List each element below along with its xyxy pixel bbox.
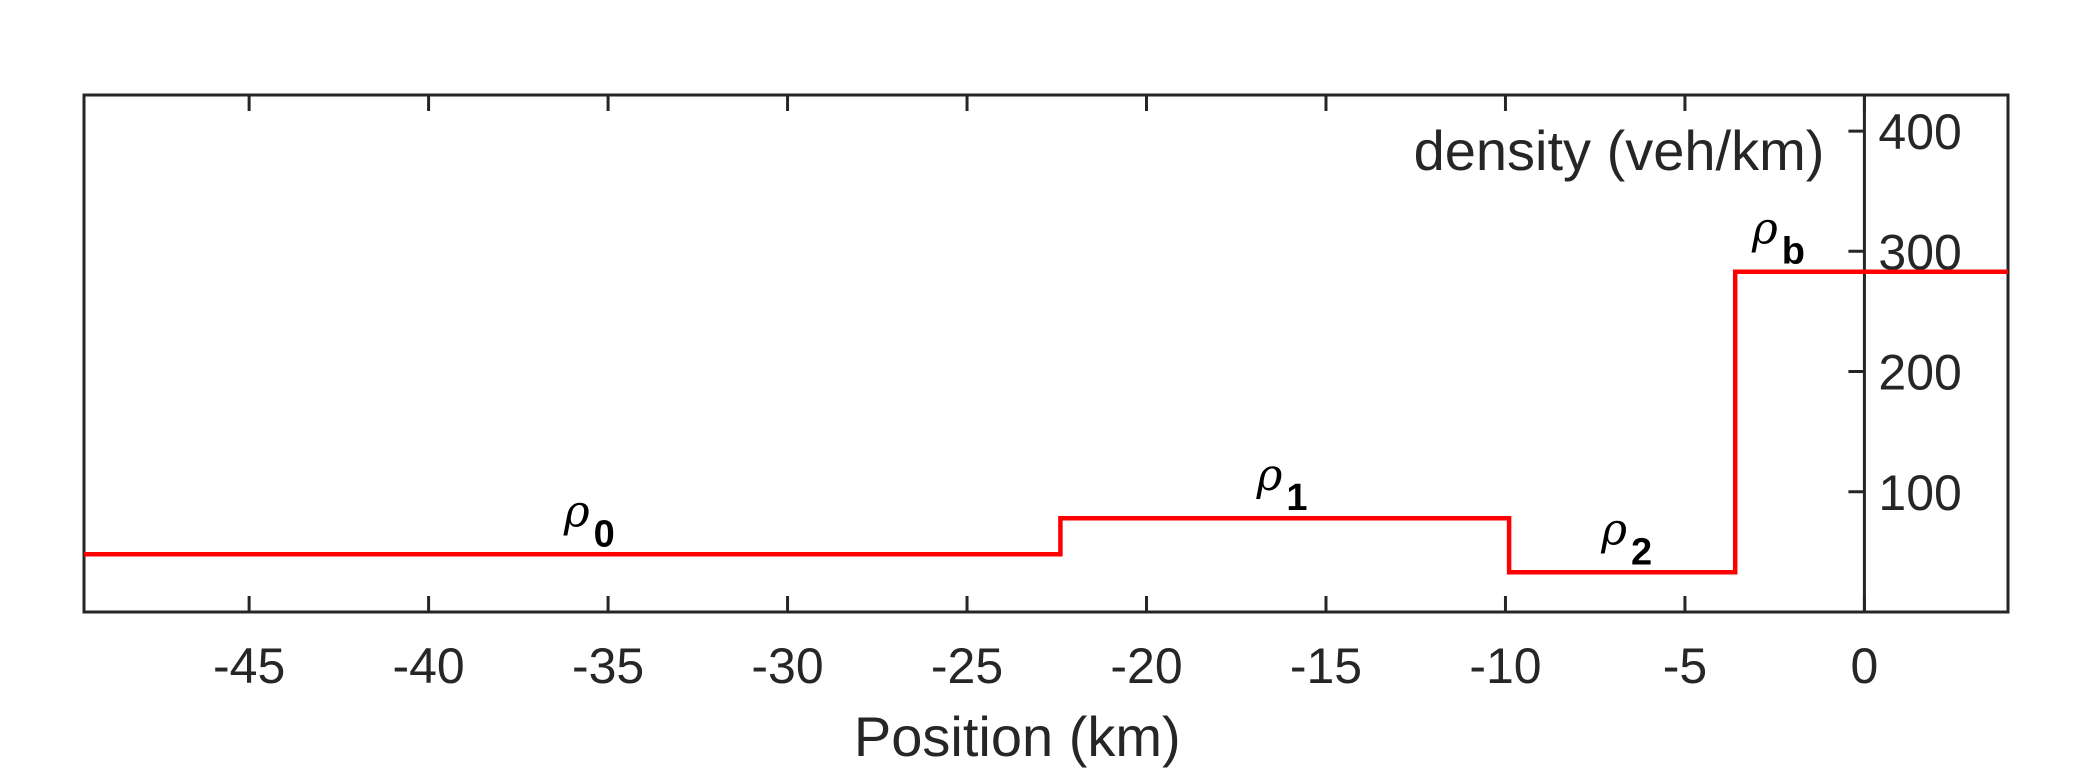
- x-tick-label: -5: [1663, 638, 1707, 694]
- rho-subscript: b: [1782, 231, 1805, 273]
- plot-frame: [82, 93, 2010, 614]
- rho-symbol: ρ: [563, 486, 590, 537]
- y-tick-label: 400: [1878, 104, 1961, 160]
- y-axis-label: density (veh/km): [1414, 119, 1825, 182]
- y-tick-label: 100: [1878, 465, 1961, 521]
- x-tick-label: 0: [1851, 638, 1879, 694]
- x-tick-label: -40: [392, 638, 464, 694]
- rho-subscript: 0: [594, 513, 615, 555]
- rho-symbol: ρ: [1256, 450, 1283, 501]
- rho-subscript: 1: [1286, 477, 1307, 519]
- ticks: [247, 95, 1866, 612]
- x-tick-label: -10: [1469, 638, 1541, 694]
- rho-symbol: ρ: [1600, 504, 1627, 555]
- x-tick-label: -35: [572, 638, 644, 694]
- density-line: [84, 269, 2008, 575]
- rho-subscript: 2: [1631, 531, 1652, 573]
- x-tick-label: -30: [751, 638, 823, 694]
- rho-symbol: ρ: [1751, 204, 1778, 255]
- y-tick-label: 200: [1878, 345, 1961, 401]
- x-tick-label: -45: [213, 638, 285, 694]
- x-tick-label: -25: [931, 638, 1003, 694]
- x-axis-label: Position (km): [854, 705, 1181, 768]
- x-tick-label: -20: [1110, 638, 1182, 694]
- annotations: ρ 0ρ 1ρ 2ρ b: [563, 204, 1805, 574]
- x-tick-label: -15: [1290, 638, 1362, 694]
